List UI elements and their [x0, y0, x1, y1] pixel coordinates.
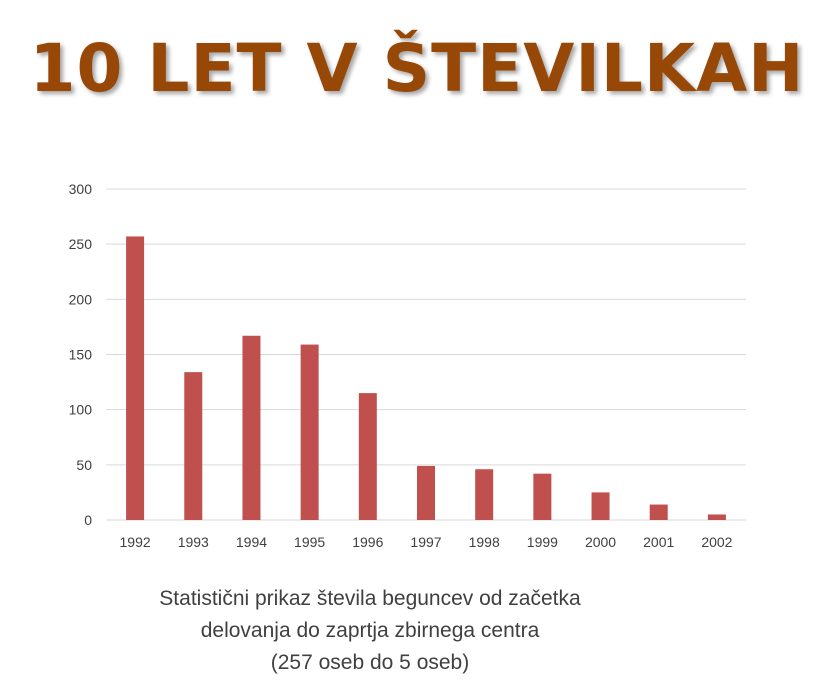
bar-1996	[358, 393, 377, 520]
bar-1992	[126, 236, 145, 520]
x-tick-label: 2000	[585, 534, 616, 550]
y-tick-label: 50	[76, 457, 92, 473]
bar-1998	[475, 469, 494, 520]
x-tick-label: 1999	[527, 534, 558, 550]
x-tick-label: 2001	[643, 534, 674, 550]
x-tick-label: 1993	[178, 534, 209, 550]
bar-1994	[242, 335, 261, 520]
bar-1999	[533, 473, 552, 520]
x-tick-label: 1997	[410, 534, 441, 550]
y-tick-label: 150	[69, 347, 93, 363]
bar-1993	[184, 372, 203, 520]
y-axis-ticks: 0 50 100 150 200 250 300	[69, 181, 93, 528]
bar-2000	[591, 492, 610, 520]
y-tick-label: 250	[69, 236, 93, 252]
bar-1997	[417, 465, 435, 520]
caption-line-3: (257 oseb do 5 oseb)	[270, 651, 470, 674]
x-axis-ticks: 1992 1993 1994 1995 1996 1997 1998 1999 2000 2001…	[120, 534, 733, 550]
y-tick-label: 0	[84, 512, 92, 528]
y-tick-label: 300	[69, 181, 93, 197]
y-tick-label: 100	[69, 402, 93, 418]
x-tick-label: 2002	[701, 534, 732, 550]
gridlines	[106, 188, 746, 521]
x-tick-label: 1998	[469, 534, 500, 550]
caption-line-2: delovanja do zaprtja zbirnega centra	[200, 619, 540, 642]
caption-line-1: Statistični prikaz števila beguncev od z…	[159, 587, 581, 610]
bar-2002	[707, 514, 726, 520]
bar-1995	[300, 344, 319, 520]
chart-caption: Statistični prikaz števila beguncev od z…	[40, 583, 700, 679]
x-tick-label: 1996	[352, 534, 383, 550]
x-tick-label: 1994	[236, 534, 267, 550]
x-tick-label: 1992	[120, 534, 151, 550]
x-tick-label: 1995	[294, 534, 325, 550]
bars	[126, 236, 726, 520]
y-tick-label: 200	[69, 291, 93, 307]
bar-2001	[649, 504, 668, 520]
page-title: 10 LET V ŠTEVILKAH	[29, 30, 805, 107]
